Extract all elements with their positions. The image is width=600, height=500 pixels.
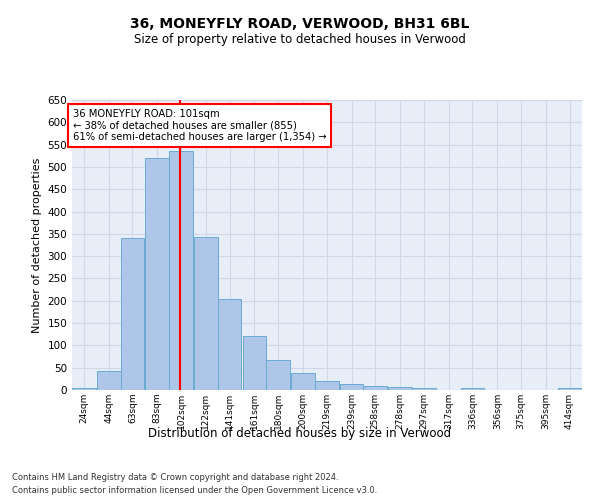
Text: Contains public sector information licensed under the Open Government Licence v3: Contains public sector information licen… xyxy=(12,486,377,495)
Text: 36 MONEYFLY ROAD: 101sqm
← 38% of detached houses are smaller (855)
61% of semi-: 36 MONEYFLY ROAD: 101sqm ← 38% of detach… xyxy=(73,109,326,142)
Bar xyxy=(412,388,436,390)
Bar xyxy=(72,388,95,390)
Bar xyxy=(169,152,193,390)
Text: Distribution of detached houses by size in Verwood: Distribution of detached houses by size … xyxy=(148,428,452,440)
Bar xyxy=(266,360,290,390)
Text: Size of property relative to detached houses in Verwood: Size of property relative to detached ho… xyxy=(134,32,466,46)
Bar xyxy=(291,374,315,390)
Y-axis label: Number of detached properties: Number of detached properties xyxy=(32,158,42,332)
Bar xyxy=(364,386,387,390)
Text: 36, MONEYFLY ROAD, VERWOOD, BH31 6BL: 36, MONEYFLY ROAD, VERWOOD, BH31 6BL xyxy=(130,18,470,32)
Bar xyxy=(461,388,484,390)
Bar xyxy=(121,238,144,390)
Bar xyxy=(340,384,364,390)
Text: Contains HM Land Registry data © Crown copyright and database right 2024.: Contains HM Land Registry data © Crown c… xyxy=(12,472,338,482)
Bar xyxy=(315,381,338,390)
Bar xyxy=(97,372,121,390)
Bar xyxy=(558,388,581,390)
Bar xyxy=(242,336,266,390)
Bar xyxy=(218,298,241,390)
Bar xyxy=(145,158,169,390)
Bar xyxy=(388,387,412,390)
Bar xyxy=(194,237,218,390)
